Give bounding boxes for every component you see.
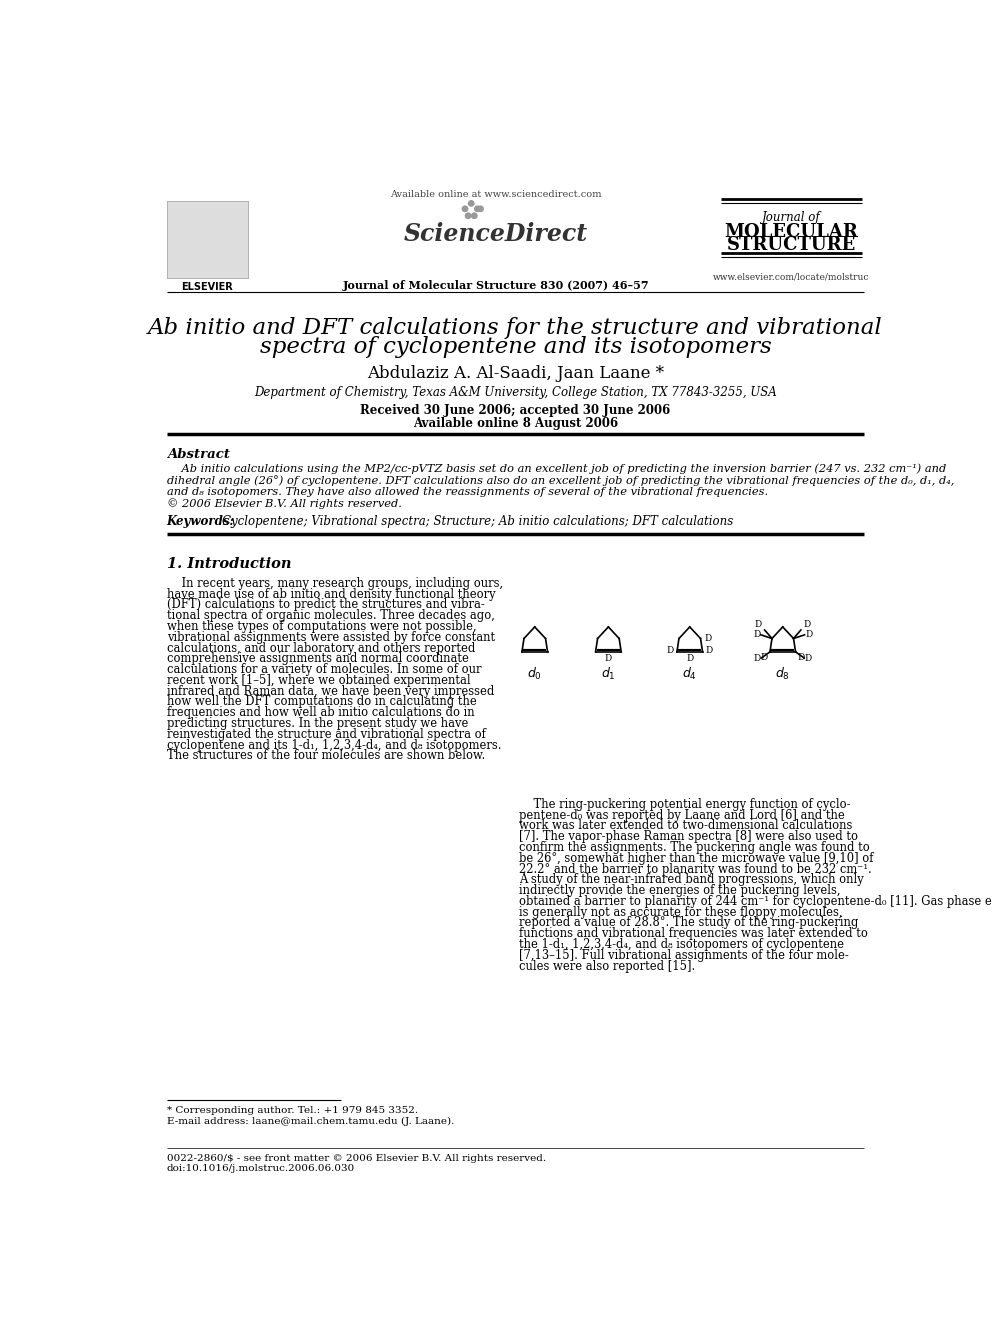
- Text: © 2006 Elsevier B.V. All rights reserved.: © 2006 Elsevier B.V. All rights reserved…: [167, 499, 402, 509]
- Text: calculations, and our laboratory and others reported: calculations, and our laboratory and oth…: [167, 642, 475, 655]
- Text: D: D: [798, 654, 806, 663]
- Circle shape: [465, 213, 471, 218]
- Text: Journal of Molecular Structure 830 (2007) 46–57: Journal of Molecular Structure 830 (2007…: [342, 280, 650, 291]
- Text: confirm the assignments. The puckering angle was found to: confirm the assignments. The puckering a…: [519, 841, 870, 853]
- Text: cules were also reported [15].: cules were also reported [15].: [519, 959, 695, 972]
- Text: Abdulaziz A. Al-Saadi, Jaan Laane *: Abdulaziz A. Al-Saadi, Jaan Laane *: [367, 365, 664, 382]
- Text: D: D: [804, 620, 811, 630]
- Text: indirectly provide the energies of the puckering levels,: indirectly provide the energies of the p…: [519, 884, 841, 897]
- Text: $d_8$: $d_8$: [776, 665, 791, 681]
- Text: $d_4$: $d_4$: [682, 665, 697, 681]
- Text: frequencies and how well ab initio calculations do in: frequencies and how well ab initio calcu…: [167, 706, 474, 720]
- Text: In recent years, many research groups, including ours,: In recent years, many research groups, i…: [167, 577, 503, 590]
- Text: tional spectra of organic molecules. Three decades ago,: tional spectra of organic molecules. Thr…: [167, 609, 494, 622]
- Text: predicting structures. In the present study we have: predicting structures. In the present st…: [167, 717, 468, 730]
- Text: vibrational assignments were assisted by force constant: vibrational assignments were assisted by…: [167, 631, 495, 644]
- Text: (DFT) calculations to predict the structures and vibra-: (DFT) calculations to predict the struct…: [167, 598, 484, 611]
- Text: be 26°, somewhat higher than the microwave value [9,10] of: be 26°, somewhat higher than the microwa…: [519, 852, 874, 865]
- Circle shape: [471, 213, 477, 218]
- Text: Abstract: Abstract: [167, 447, 229, 460]
- Circle shape: [462, 206, 467, 212]
- Text: A study of the near-infrared band progressions, which only: A study of the near-infrared band progre…: [519, 873, 864, 886]
- Text: reported a value of 28.8°. The study of the ring-puckering: reported a value of 28.8°. The study of …: [519, 917, 859, 930]
- Text: Available online at www.sciencedirect.com: Available online at www.sciencedirect.co…: [390, 189, 602, 198]
- Text: pentene-d₀ was reported by Laane and Lord [6] and the: pentene-d₀ was reported by Laane and Lor…: [519, 808, 845, 822]
- Text: when these types of computations were not possible,: when these types of computations were no…: [167, 620, 476, 632]
- Text: reinvestigated the structure and vibrational spectra of: reinvestigated the structure and vibrati…: [167, 728, 485, 741]
- Text: 1. Introduction: 1. Introduction: [167, 557, 291, 570]
- Text: ScienceDirect: ScienceDirect: [404, 222, 588, 246]
- Text: D: D: [754, 654, 761, 663]
- Text: Ab initio and DFT calculations for the structure and vibrational: Ab initio and DFT calculations for the s…: [148, 316, 883, 339]
- Text: D: D: [805, 654, 812, 663]
- Text: [7,13–15]. Full vibrational assignments of the four mole-: [7,13–15]. Full vibrational assignments …: [519, 949, 849, 962]
- Text: dihedral angle (26°) of cyclopentene. DFT calculations also do an excellent job : dihedral angle (26°) of cyclopentene. DF…: [167, 475, 954, 486]
- Text: doi:10.1016/j.molstruc.2006.06.030: doi:10.1016/j.molstruc.2006.06.030: [167, 1164, 355, 1172]
- Text: the 1-d₁, 1,2,3,4-d₄, and d₈ isotopomers of cyclopentene: the 1-d₁, 1,2,3,4-d₄, and d₈ isotopomers…: [519, 938, 844, 951]
- Text: Available online 8 August 2006: Available online 8 August 2006: [413, 417, 618, 430]
- Text: Department of Chemistry, Texas A&M University, College Station, TX 77843-3255, U: Department of Chemistry, Texas A&M Unive…: [254, 386, 777, 400]
- Text: functions and vibrational frequencies was later extended to: functions and vibrational frequencies wa…: [519, 927, 868, 941]
- Circle shape: [478, 206, 483, 212]
- Text: 0022-2860/$ - see front matter © 2006 Elsevier B.V. All rights reserved.: 0022-2860/$ - see front matter © 2006 El…: [167, 1154, 546, 1163]
- Text: E-mail address: laane@mail.chem.tamu.edu (J. Laane).: E-mail address: laane@mail.chem.tamu.edu…: [167, 1117, 454, 1126]
- Text: calculations for a variety of molecules. In some of our: calculations for a variety of molecules.…: [167, 663, 481, 676]
- Circle shape: [468, 201, 474, 206]
- Text: $d_0$: $d_0$: [528, 665, 543, 681]
- Text: Journal of: Journal of: [762, 212, 820, 224]
- Text: Received 30 June 2006; accepted 30 June 2006: Received 30 June 2006; accepted 30 June …: [360, 405, 671, 417]
- Text: D: D: [806, 630, 812, 639]
- Text: Keywords:: Keywords:: [167, 515, 234, 528]
- Text: cyclopentene and its 1-d₁, 1,2,3,4-d₄, and d₈ isotopomers.: cyclopentene and its 1-d₁, 1,2,3,4-d₄, a…: [167, 738, 501, 751]
- Text: * Corresponding author. Tel.: +1 979 845 3352.: * Corresponding author. Tel.: +1 979 845…: [167, 1106, 418, 1115]
- Text: obtained a barrier to planarity of 244 cm⁻¹ for cyclopentene-d₀ [11]. Gas phase : obtained a barrier to planarity of 244 c…: [519, 894, 992, 908]
- Text: is generally not as accurate for these floppy molecules,: is generally not as accurate for these f…: [519, 906, 843, 918]
- Circle shape: [475, 206, 480, 212]
- Text: MOLECULAR: MOLECULAR: [724, 222, 858, 241]
- Text: and d₈ isotopomers. They have also allowed the reassignments of several of the v: and d₈ isotopomers. They have also allow…: [167, 487, 768, 496]
- Text: comprehensive assignments and normal coordinate: comprehensive assignments and normal coo…: [167, 652, 468, 665]
- Text: D: D: [753, 630, 760, 639]
- Bar: [167, 201, 248, 278]
- Text: D: D: [754, 620, 762, 630]
- Text: The ring-puckering potential energy function of cyclo-: The ring-puckering potential energy func…: [519, 798, 851, 811]
- Text: D: D: [686, 655, 693, 663]
- Text: 22.2° and the barrier to planarity was found to be 232 cm⁻¹.: 22.2° and the barrier to planarity was f…: [519, 863, 872, 876]
- Text: The structures of the four molecules are shown below.: The structures of the four molecules are…: [167, 749, 485, 762]
- Text: Ab initio calculations using the MP2/cc-pVTZ basis set do an excellent job of pr: Ab initio calculations using the MP2/cc-…: [167, 463, 946, 474]
- Text: D: D: [704, 634, 711, 643]
- Text: STRUCTURE: STRUCTURE: [727, 235, 856, 254]
- Text: D: D: [605, 655, 612, 663]
- Text: www.elsevier.com/locate/molstruc: www.elsevier.com/locate/molstruc: [713, 273, 870, 282]
- Text: how well the DFT computations do in calculating the: how well the DFT computations do in calc…: [167, 696, 476, 708]
- Text: work was later extended to two-dimensional calculations: work was later extended to two-dimension…: [519, 819, 853, 832]
- Text: have made use of ab initio and density functional theory: have made use of ab initio and density f…: [167, 587, 495, 601]
- Text: recent work [1–5], where we obtained experimental: recent work [1–5], where we obtained exp…: [167, 673, 470, 687]
- Text: $d_1$: $d_1$: [601, 665, 616, 681]
- Text: Cyclopentene; Vibrational spectra; Structure; Ab initio calculations; DFT calcul: Cyclopentene; Vibrational spectra; Struc…: [222, 515, 734, 528]
- Text: ELSEVIER: ELSEVIER: [182, 282, 233, 292]
- Text: [7]. The vapor-phase Raman spectra [8] were also used to: [7]. The vapor-phase Raman spectra [8] w…: [519, 831, 858, 843]
- Text: D: D: [667, 646, 674, 655]
- Text: D: D: [760, 654, 768, 663]
- Text: D: D: [705, 646, 713, 655]
- Text: infrared and Raman data, we have been very impressed: infrared and Raman data, we have been ve…: [167, 685, 494, 697]
- Text: spectra of cyclopentene and its isotopomers: spectra of cyclopentene and its isotopom…: [260, 336, 771, 357]
